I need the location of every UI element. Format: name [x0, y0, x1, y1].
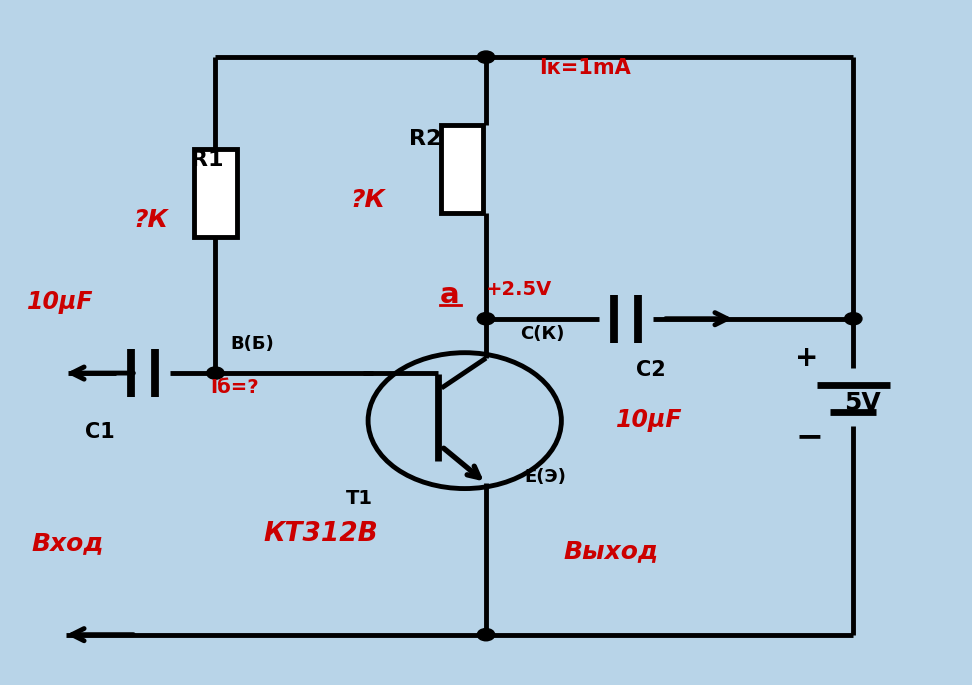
Text: +: +	[795, 345, 818, 372]
Text: R1: R1	[191, 150, 224, 170]
Text: +2.5V: +2.5V	[486, 280, 552, 299]
Circle shape	[845, 312, 862, 325]
Text: В(Б): В(Б)	[230, 335, 274, 353]
Text: R2: R2	[408, 129, 441, 149]
Text: ?К: ?К	[133, 208, 168, 232]
Circle shape	[477, 312, 495, 325]
Bar	[194, 149, 236, 237]
Text: Iб=?: Iб=?	[211, 378, 260, 397]
Text: ?К: ?К	[351, 188, 386, 212]
Text: −: −	[795, 420, 823, 453]
Text: Вход: Вход	[32, 531, 104, 555]
Text: 10μF: 10μF	[27, 290, 93, 314]
Text: С1: С1	[85, 422, 115, 442]
Text: 10μF: 10μF	[616, 408, 683, 432]
Text: Т1: Т1	[346, 489, 373, 508]
Circle shape	[477, 629, 495, 640]
Circle shape	[207, 367, 225, 379]
Text: Выход: Выход	[564, 540, 658, 564]
Text: a: a	[439, 281, 459, 309]
Text: КТ312В: КТ312В	[263, 521, 378, 547]
Text: С2: С2	[636, 360, 666, 380]
Text: Е(Э): Е(Э)	[525, 468, 567, 486]
Text: Iк=1mA: Iк=1mA	[539, 58, 631, 78]
Text: С(К): С(К)	[520, 325, 564, 343]
Circle shape	[477, 51, 495, 63]
Text: 5V: 5V	[844, 391, 881, 415]
Bar	[440, 125, 483, 214]
